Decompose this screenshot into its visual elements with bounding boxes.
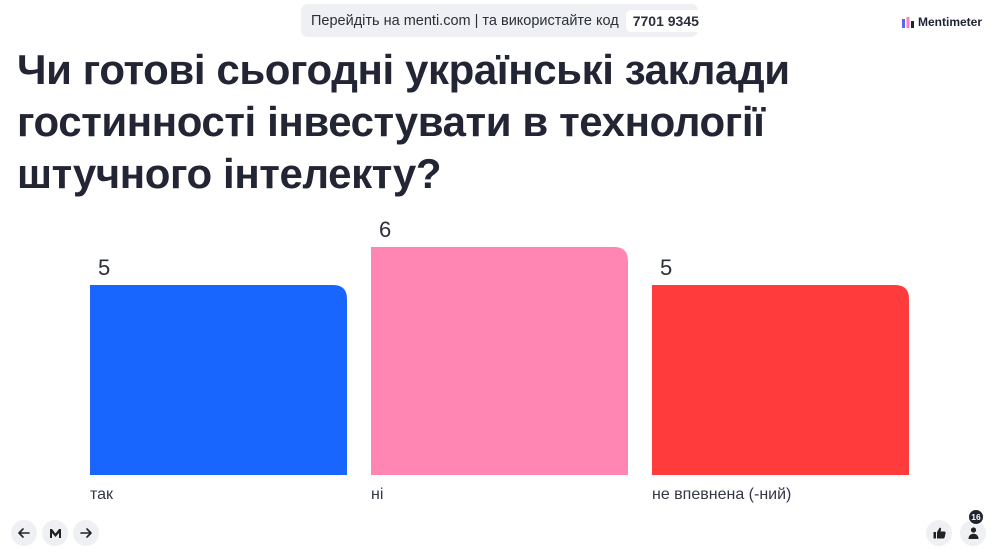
join-instructions-banner: Перейдіть на menti.com | та використайте…: [301, 4, 706, 37]
person-icon: [968, 527, 978, 539]
category-label-3: не впевнена (-ний): [652, 486, 792, 503]
bar-chart-canvas: 5 6 5: [90, 217, 909, 475]
join-instructions-text: Перейдіть на menti.com | та використайте…: [311, 12, 619, 29]
next-slide-button[interactable]: [73, 520, 99, 546]
bar-3: [652, 285, 909, 475]
participants-count-badge: 16: [968, 509, 984, 525]
reactions-button[interactable]: [926, 520, 952, 546]
bar-value-label-2: 6: [379, 217, 391, 242]
bar-value-label-3: 5: [660, 255, 672, 280]
thumbs-up-icon: [933, 527, 946, 539]
bar-2: [371, 247, 628, 475]
arrow-right-icon: [80, 528, 92, 538]
mentimeter-logo-icon: [902, 16, 914, 28]
previous-slide-button[interactable]: [11, 520, 37, 546]
voting-code: 7701 9345: [625, 9, 706, 32]
mentimeter-logo-icon: [49, 528, 61, 538]
brand-name: Mentimeter: [918, 15, 983, 29]
question-title: Чи готові сьогодні українські заклади го…: [17, 46, 790, 197]
menu-button[interactable]: [42, 520, 68, 546]
mentimeter-brand: Mentimeter: [902, 15, 982, 29]
category-label-2: ні: [371, 486, 384, 503]
bar-1: [90, 285, 347, 475]
arrow-left-icon: [18, 528, 30, 538]
results-chart: 5 6 5: [0, 195, 1000, 485]
category-label-1: так: [90, 486, 114, 503]
bar-value-label-1: 5: [98, 255, 110, 280]
